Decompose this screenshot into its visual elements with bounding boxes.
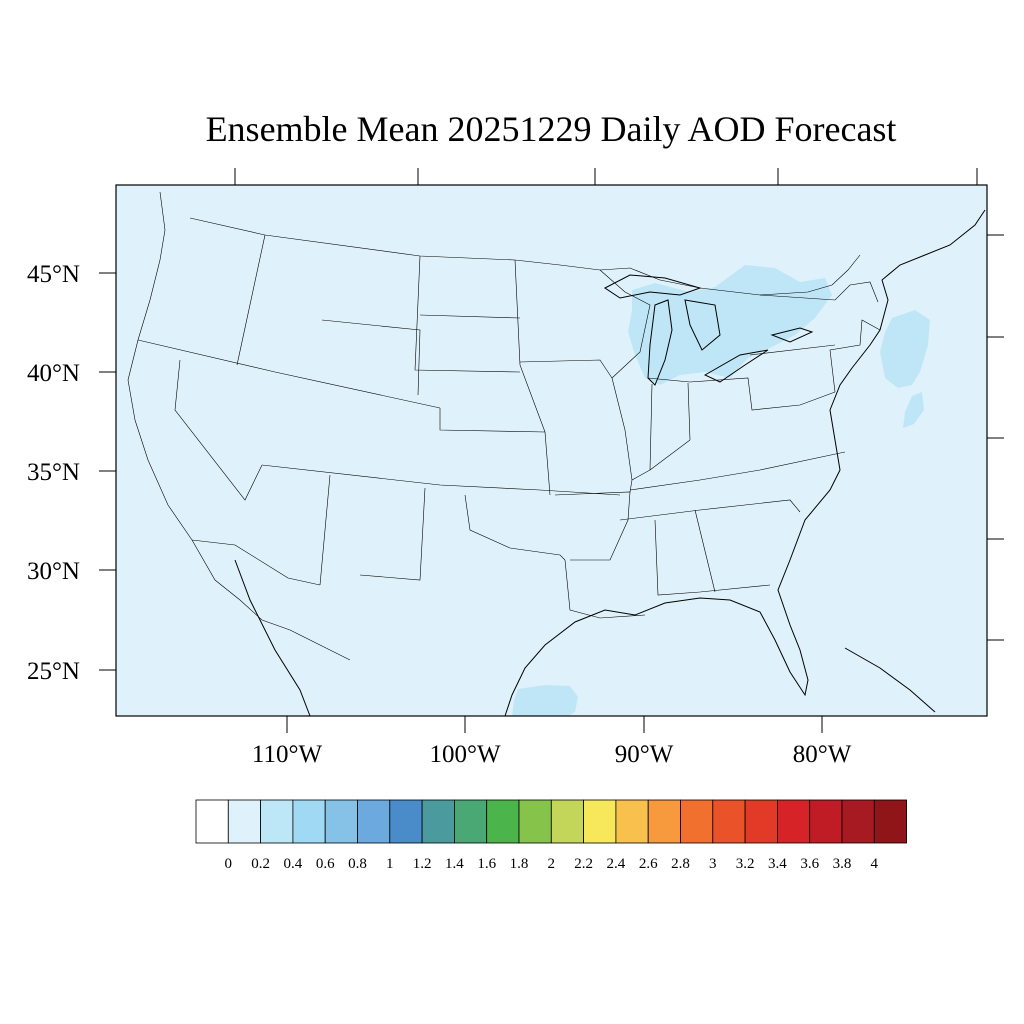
colorbar-labels: 0 0.2 0.4 0.6 0.8 1 1.2 1.4 1.6 1.8 2 2.2 2.4 2.6 2.8 3… [225,856,879,872]
colorbar-swatch [324,799,358,844]
aod-region-gulf [512,685,578,716]
colorbar-label: 3 [709,856,717,872]
colorbar-label: 1.8 [510,856,529,872]
lake-ontario [770,327,814,343]
colorbar-swatch [550,799,584,844]
aod-region-atlantic-south [903,392,924,428]
colorbar-label: 0.4 [284,856,303,872]
cuba [844,647,936,713]
lon-label-80: 80°W [793,741,852,768]
lon-label-100: 100°W [429,741,500,768]
longitude-labels: 110°W 100°W 90°W 80°W [252,741,852,768]
colorbar-swatch [680,799,714,844]
colorbar-label: 3.8 [833,856,852,872]
top-ticks [234,168,978,185]
lake-superior [604,274,702,299]
colorbar-swatch [195,799,229,844]
colorbar-swatch [647,799,681,844]
mexico-coast-west [234,559,311,717]
colorbar-swatch [357,799,391,844]
colorbar-label: 3.2 [736,856,755,872]
colorbar-label: 2.2 [574,856,593,872]
colorbar-swatch [453,799,488,844]
colorbar-label: 0 [225,856,233,872]
bottom-ticks [286,716,823,733]
colorbar-swatch [809,799,843,844]
colorbar-label: 1.6 [477,856,496,872]
page-title: Ensemble Mean 20251229 Daily AOD Forecas… [205,109,897,149]
colorbar-swatch [518,799,552,844]
colorbar-label: 2.6 [639,856,658,872]
colorbar-label: 3.6 [800,856,819,872]
state-boundaries [127,191,881,661]
lat-label-40: 40°N [27,360,80,387]
colorbar-label: 1 [386,856,394,872]
aod-region-atlantic [880,310,930,388]
lon-label-110: 110°W [252,741,323,768]
lake-erie [703,349,769,383]
colorbar-swatch [260,799,294,844]
left-ticks [99,272,116,671]
lat-label-45: 45°N [27,261,80,288]
colorbar-label: 0.2 [251,856,270,872]
colorbar-swatch [486,799,520,844]
colorbar-label: 3.4 [768,856,787,872]
colorbar-swatch [873,799,907,844]
colorbar-swatch [841,799,875,844]
colorbar-swatch [292,799,326,844]
lat-label-30: 30°N [27,558,80,585]
right-ticks [987,234,1004,641]
coastline [234,209,986,717]
colorbar-label: 0.8 [348,856,367,872]
map-frame [115,184,988,717]
colorbar-swatch [421,799,455,844]
colorbar-swatch [389,799,423,844]
colorbar-swatch [744,799,778,844]
colorbar-swatch [615,799,649,844]
colorbar-label: 4 [871,856,879,872]
lake-michigan [647,299,673,386]
latitude-labels: 45°N 40°N 35°N 30°N 25°N [27,261,80,685]
colorbar-label: 1.4 [445,856,464,872]
colorbar-label: 0.6 [316,856,335,872]
colorbar-label: 2.4 [607,856,626,872]
map-background [116,185,987,716]
colorbar-swatch [777,799,811,844]
lat-label-25: 25°N [27,658,80,685]
colorbar-swatch [227,799,262,844]
colorbar-swatch [583,799,617,844]
colorbar [195,799,907,844]
lon-label-90: 90°W [615,741,674,768]
colorbar-label: 1.2 [413,856,432,872]
colorbar-label: 2.8 [671,856,690,872]
colorbar-swatch [712,799,746,844]
lat-label-35: 35°N [27,459,80,486]
lake-huron [684,299,721,351]
colorbar-label: 2 [548,856,556,872]
